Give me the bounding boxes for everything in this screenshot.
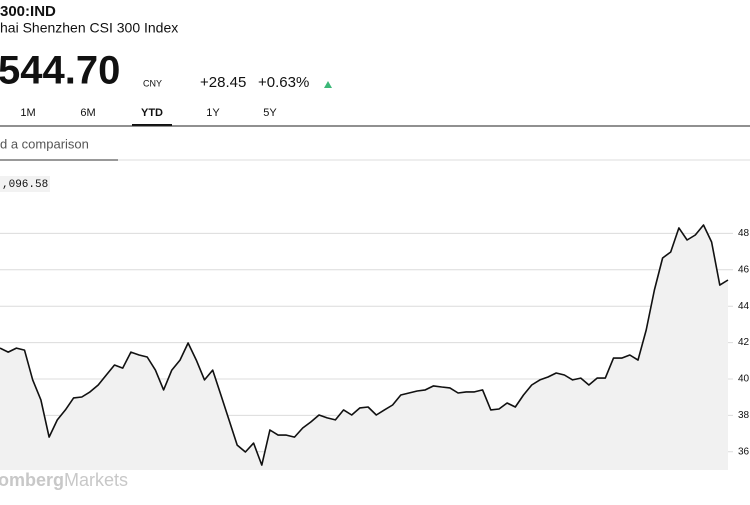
currency: CNY — [143, 78, 162, 88]
y-tick-label: 42 — [738, 337, 750, 348]
tab[interactable]: 1M — [20, 107, 35, 119]
y-tick-label: 46 — [738, 264, 750, 275]
tab[interactable]: 1Y — [206, 107, 220, 119]
watermark-light: Markets — [64, 470, 128, 490]
tab[interactable]: YTD — [141, 107, 163, 119]
y-tick-label: 40 — [738, 374, 750, 385]
price-marker: ,096.58 — [2, 179, 48, 191]
change: +28.45 — [200, 74, 246, 91]
y-tick-label: 36 — [738, 446, 750, 457]
comparison-input[interactable]: d a comparison — [0, 136, 89, 151]
y-tick-label: 44 — [738, 301, 750, 312]
price-line — [0, 224, 729, 466]
watermark-bold: omberg — [0, 470, 64, 490]
area — [0, 225, 728, 470]
y-tick-label: 48 — [738, 228, 750, 239]
marker-box — [0, 176, 50, 192]
change-pct: +0.63% — [258, 74, 309, 91]
y-tick-label: 38 — [738, 410, 750, 421]
index-name: hai Shenzhen CSI 300 Index — [0, 20, 178, 36]
up-arrow — [324, 81, 332, 88]
ticker: 300:IND — [0, 3, 56, 20]
price: 544.70 — [0, 49, 120, 93]
watermark: ombergMarkets — [0, 470, 128, 490]
tab[interactable]: 5Y — [263, 107, 277, 119]
tab[interactable]: 6M — [80, 107, 95, 119]
